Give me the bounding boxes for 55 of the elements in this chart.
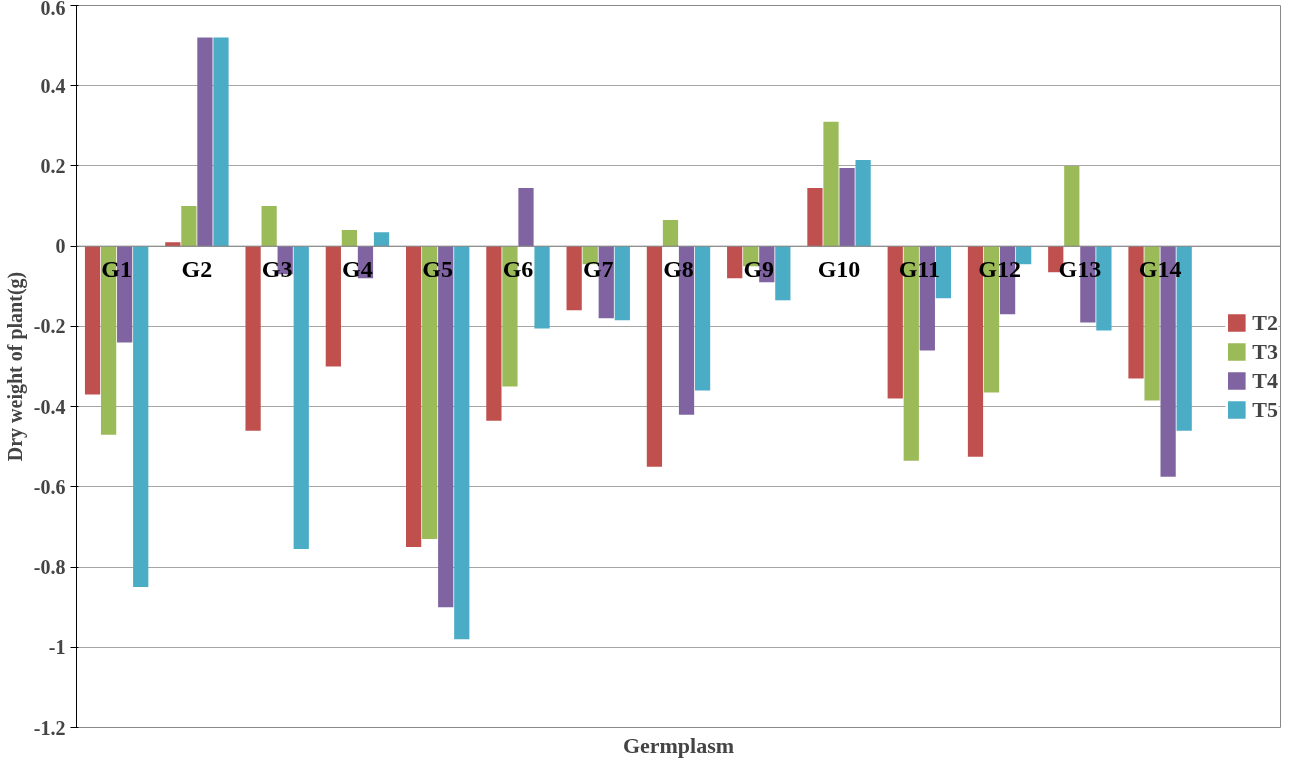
bar <box>245 246 261 431</box>
x-tick-label: G3 <box>261 256 293 283</box>
x-tick-label: G14 <box>1138 256 1182 283</box>
bar <box>261 206 277 247</box>
bar <box>181 206 197 247</box>
bar <box>84 246 101 395</box>
legend-label: T2 <box>1252 309 1278 336</box>
bar <box>614 246 630 321</box>
bar <box>534 246 550 329</box>
x-tick-label: G5 <box>422 256 454 283</box>
y-tick-label: -0.2 <box>33 315 66 338</box>
bar <box>405 246 422 547</box>
bar <box>807 188 823 247</box>
y-tick-label: -1 <box>48 636 66 659</box>
bar <box>518 188 534 247</box>
x-tick-label: G10 <box>817 256 861 283</box>
y-tick-label: 0 <box>55 235 66 258</box>
x-tick-label: G7 <box>582 256 614 283</box>
bar <box>197 37 213 247</box>
x-tick-label: G2 <box>181 256 213 283</box>
bar <box>662 220 679 247</box>
bar <box>341 230 358 247</box>
x-tick-label: G1 <box>101 256 132 283</box>
bar <box>165 242 181 247</box>
bar <box>1064 165 1080 247</box>
bar <box>823 121 839 247</box>
y-tick-label: -0.8 <box>33 556 66 579</box>
bar <box>775 246 791 301</box>
y-tick-label: -1.2 <box>33 716 66 739</box>
bar <box>133 246 149 588</box>
bar <box>839 167 855 247</box>
legend-label: T3 <box>1252 338 1278 365</box>
bar <box>727 246 743 279</box>
x-tick-label: G11 <box>898 256 940 283</box>
bar <box>566 246 582 311</box>
y-tick-label: 0.2 <box>40 154 66 177</box>
y-axis-title: Dry weight of plant(g) <box>3 271 27 462</box>
bar <box>325 246 341 367</box>
bar <box>373 232 390 247</box>
bar <box>293 246 309 550</box>
x-axis-title: Germplasm <box>622 732 735 758</box>
x-tick-label: G9 <box>743 256 775 283</box>
bar <box>646 246 663 467</box>
bar <box>855 159 871 247</box>
legend-label: T4 <box>1252 367 1278 394</box>
bar <box>694 246 711 391</box>
legend-label: T5 <box>1252 396 1278 423</box>
bar <box>454 246 470 640</box>
y-tick-label: 0.4 <box>40 74 66 97</box>
bar <box>213 37 229 247</box>
y-tick-label: -0.6 <box>33 475 66 498</box>
y-tick-label: 0.6 <box>40 0 66 19</box>
bar <box>486 246 502 421</box>
y-tick-label: -0.4 <box>33 395 66 418</box>
x-tick-label: G4 <box>342 256 373 283</box>
